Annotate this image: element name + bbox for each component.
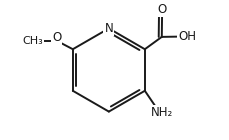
Text: NH₂: NH₂ bbox=[150, 106, 173, 119]
Text: O: O bbox=[52, 31, 61, 44]
Text: OH: OH bbox=[177, 30, 195, 43]
Text: O: O bbox=[157, 3, 166, 16]
Text: N: N bbox=[104, 22, 113, 35]
Text: CH₃: CH₃ bbox=[23, 36, 43, 46]
